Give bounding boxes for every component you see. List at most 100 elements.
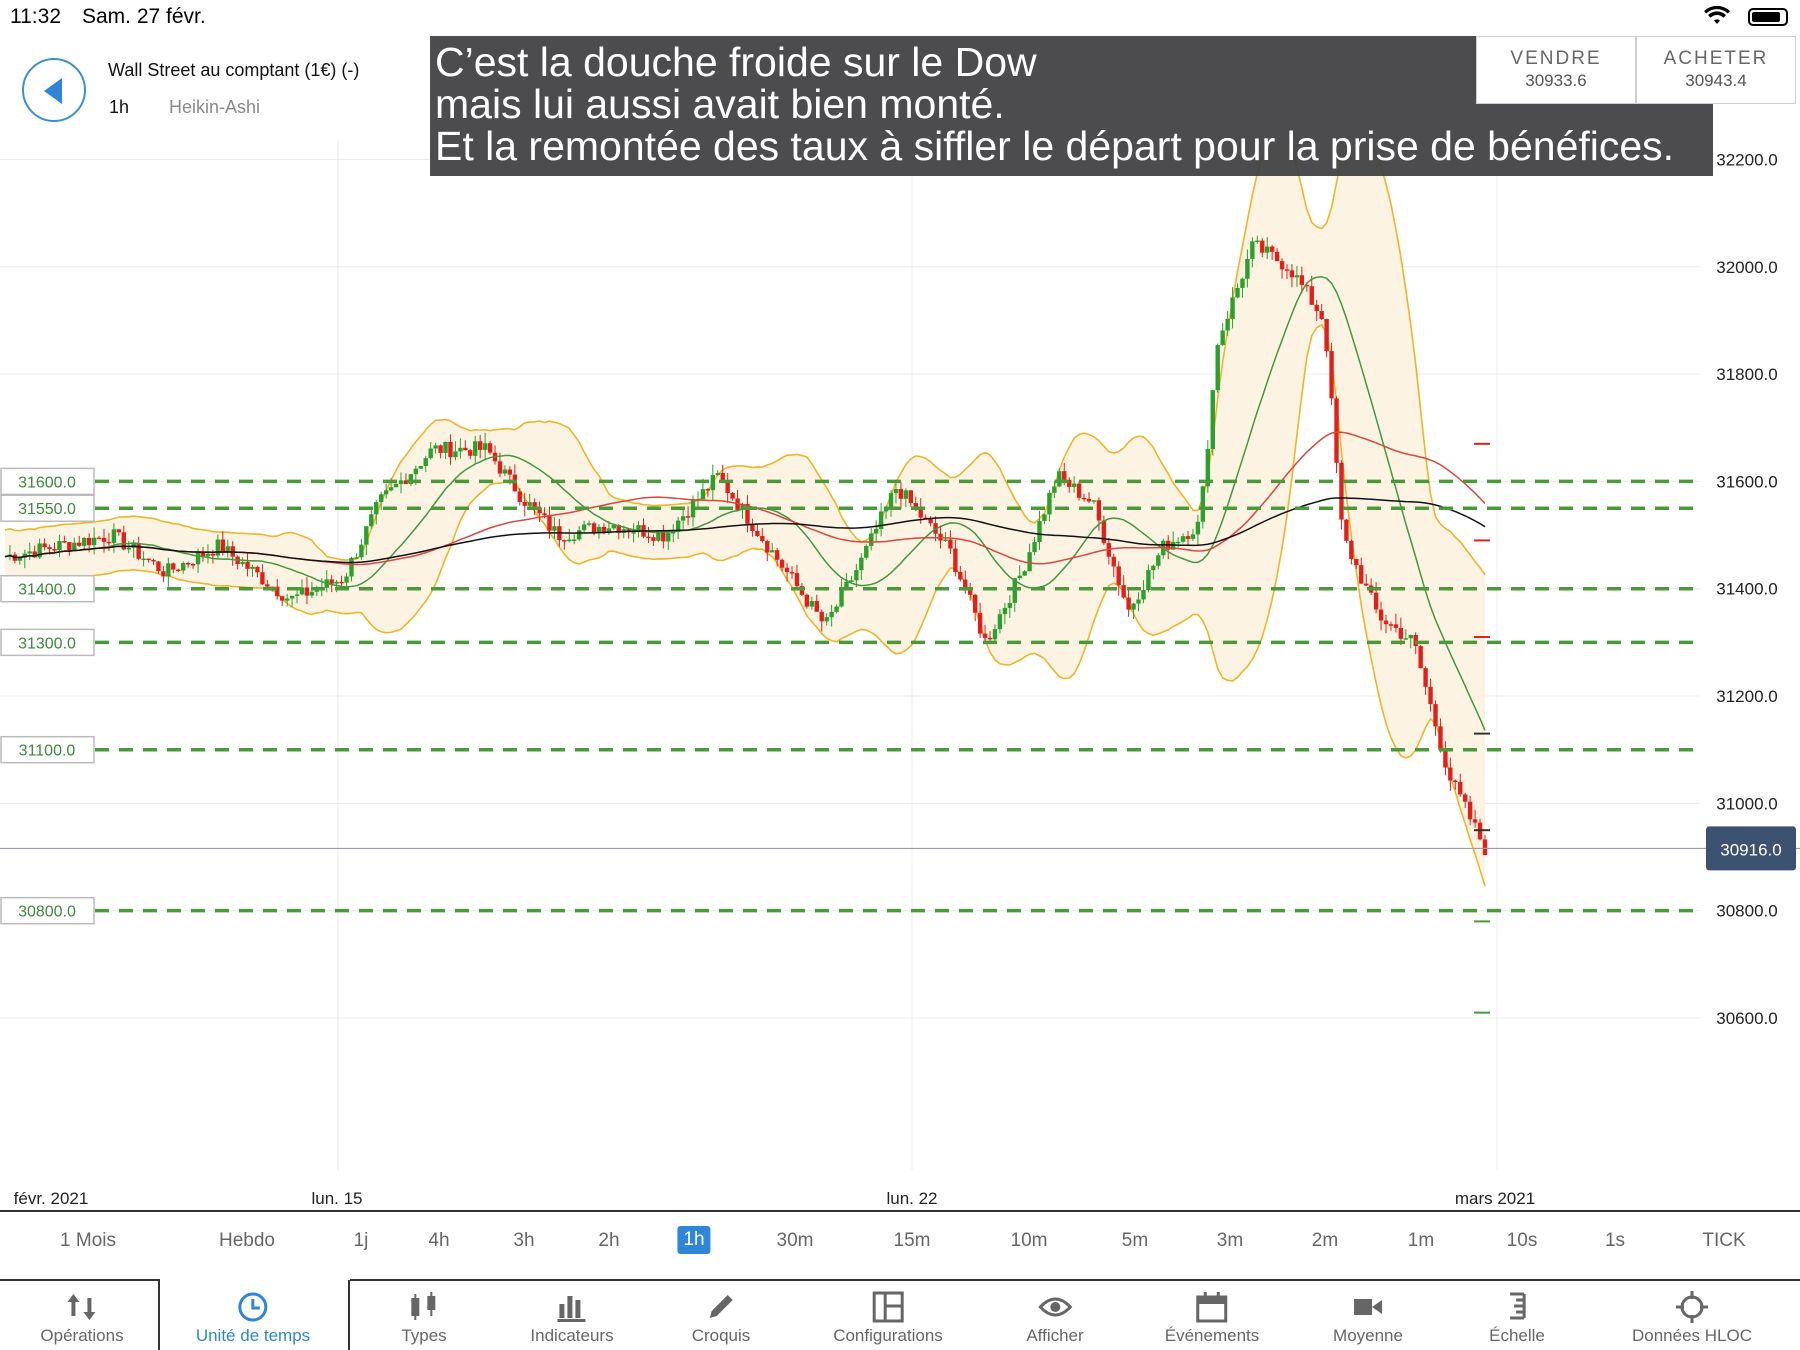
toolbar-label: Configurations [833, 1326, 943, 1345]
toolbar-candles-button[interactable]: Types [401, 1278, 447, 1350]
candle-body [1205, 448, 1211, 487]
price-tick-label: 31600.0 [1716, 472, 1777, 491]
candle-body [225, 546, 230, 553]
candle-body [794, 573, 800, 587]
candle-body [715, 473, 720, 476]
sell-label: VENDRE [1510, 48, 1602, 69]
timeframe-1s[interactable]: 1s [1604, 1230, 1626, 1251]
timeframe-10m[interactable]: 10m [1010, 1230, 1048, 1251]
toolbar-layout-button[interactable]: Configurations [833, 1278, 943, 1350]
timeframe-4h[interactable]: 4h [428, 1230, 450, 1251]
price-chart[interactable]: 31600.0 31550.0 31400.0 31300.0 31100.0 30800… [0, 140, 1800, 1210]
timeframe-30m[interactable]: 30m [776, 1230, 814, 1251]
candle-body [517, 491, 522, 503]
toolbar-label: Types [401, 1326, 447, 1345]
candle-body [1314, 304, 1319, 312]
timeframe-separator [0, 1210, 1800, 1212]
toolbar-arrows-updown-button[interactable]: Opérations [40, 1278, 124, 1350]
candle-body [383, 490, 389, 495]
timeframe-3m[interactable]: 3m [1216, 1230, 1244, 1251]
back-button[interactable] [22, 58, 86, 122]
candle-body [477, 441, 483, 450]
candle-body [968, 590, 973, 595]
candle-body [1378, 609, 1384, 621]
candle-body [601, 526, 607, 534]
timeframe-tick[interactable]: TICK [1702, 1230, 1746, 1251]
toolbar-scale-button[interactable]: Échelle [1489, 1278, 1545, 1350]
timeframe-1-mois[interactable]: 1 Mois [60, 1230, 116, 1251]
timeframe-15m[interactable]: 15m [893, 1230, 931, 1251]
timeframe-5m[interactable]: 5m [1121, 1230, 1149, 1251]
candle-body [532, 502, 537, 508]
toolbar-label: Afficher [1026, 1326, 1084, 1345]
candle-body [1091, 500, 1097, 502]
candle-body [1156, 555, 1161, 566]
timeframe-2h[interactable]: 2h [598, 1230, 620, 1251]
toolbar-crosshair-button[interactable]: Données HLOC [1632, 1278, 1752, 1350]
candle-body [166, 563, 171, 577]
timeframe-hebdo[interactable]: Hebdo [219, 1230, 275, 1251]
instrument-title[interactable]: Wall Street au comptant (1€) (-) [108, 60, 360, 80]
candle-body [200, 551, 206, 557]
timeframe-1j[interactable]: 1j [353, 1230, 369, 1251]
candle-body [1017, 575, 1022, 579]
toolbar-calendar-button[interactable]: Événements [1165, 1278, 1259, 1350]
toolbar-clock-button[interactable]: Unité de temps [196, 1278, 310, 1350]
candle-body [859, 557, 864, 571]
candle-body [562, 540, 567, 542]
candle-body [507, 469, 513, 475]
candle-body [1364, 583, 1369, 586]
candle-body [1220, 330, 1225, 345]
price-tick-label: 32200.0 [1716, 150, 1777, 169]
buy-price: 30943.4 [1685, 71, 1747, 90]
timeframe-1m[interactable]: 1m [1407, 1230, 1435, 1251]
status-date: Sam. 27 févr. [82, 5, 206, 28]
candle-body [586, 523, 592, 525]
timeframe-3h[interactable]: 3h [513, 1230, 535, 1251]
candle-body [190, 563, 196, 566]
candle-body [873, 529, 879, 534]
candle-body [289, 595, 295, 599]
candle-body [1180, 536, 1186, 542]
candle-body [176, 569, 181, 572]
timeframe-1h[interactable]: 1h [677, 1226, 711, 1254]
candle-body [819, 611, 824, 622]
candle-body [1334, 398, 1339, 463]
bollinger-band-fill [5, 140, 1485, 887]
candle-body [636, 525, 641, 533]
sell-button[interactable]: VENDRE 30933.6 [1476, 36, 1636, 104]
toolbar-label: Échelle [1489, 1326, 1545, 1345]
candle-body [349, 557, 354, 577]
candle-body [1175, 541, 1181, 544]
candle-body [77, 542, 82, 546]
candle-body [86, 537, 92, 546]
toolbar-eye-button[interactable]: Afficher [1026, 1278, 1084, 1350]
toolbar-bar-chart-button[interactable]: Indicateurs [530, 1278, 614, 1350]
candle-body [542, 513, 547, 516]
candle-body [1067, 479, 1072, 487]
price-tick-label: 31800.0 [1716, 365, 1777, 384]
candle-body [834, 606, 839, 612]
support-label: 30800.0 [18, 904, 76, 921]
toolbar-camera-button[interactable]: Moyenne [1333, 1278, 1403, 1350]
candle-body [1458, 781, 1463, 795]
candle-body [671, 532, 676, 534]
candle-body [844, 581, 849, 590]
candle-body [824, 617, 829, 622]
layout-icon [872, 1291, 904, 1323]
timeframe-2m[interactable]: 2m [1311, 1230, 1339, 1251]
buy-button[interactable]: ACHETER 30943.4 [1636, 36, 1796, 104]
candle-body [1146, 570, 1151, 591]
candle-body [1121, 585, 1126, 598]
candle-body [804, 594, 810, 607]
toolbar-pencil-button[interactable]: Croquis [692, 1278, 750, 1350]
candle-body [982, 633, 988, 638]
candle-body [903, 490, 909, 499]
timeframe-10s[interactable]: 10s [1506, 1230, 1538, 1251]
candle-body [651, 537, 656, 541]
candle-body [240, 561, 245, 565]
current-price-label: 30916.0 [1720, 840, 1781, 859]
candle-body [1274, 251, 1280, 262]
candle-body [1190, 534, 1196, 539]
candle-body [1047, 492, 1052, 515]
